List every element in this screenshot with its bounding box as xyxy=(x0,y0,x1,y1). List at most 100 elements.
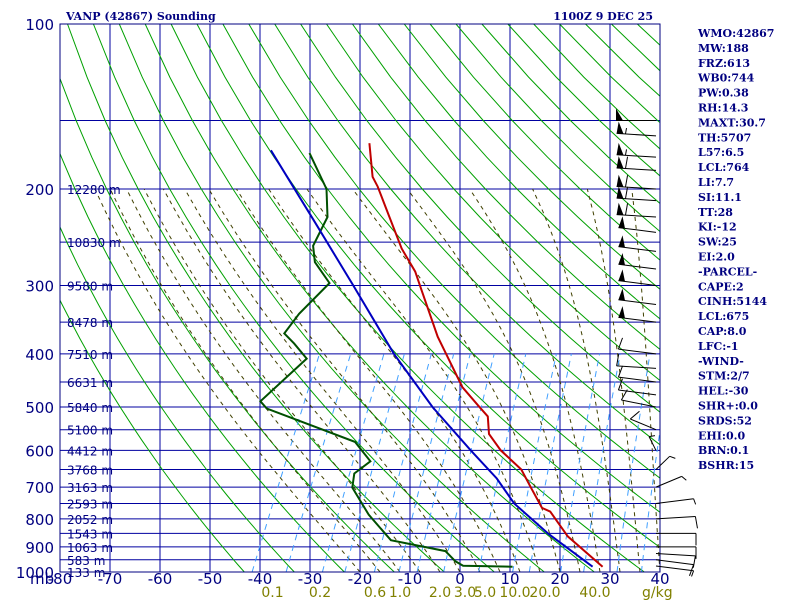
moist-adiabat xyxy=(94,188,361,572)
wind-barb xyxy=(629,410,657,431)
moist-adiabats xyxy=(94,188,660,572)
mixing-ratio-line xyxy=(528,353,572,572)
pressure-tick-label: 200 xyxy=(25,181,54,199)
wind-barb xyxy=(616,108,656,121)
dry-adiabat xyxy=(585,24,660,97)
moist-adiabat xyxy=(268,188,521,572)
height-label: 2593 m xyxy=(67,498,113,512)
wind-barb xyxy=(616,156,657,171)
temperature-tick-label: -10 xyxy=(398,570,423,588)
mixing-ratio-line xyxy=(583,353,621,572)
dry-adiabat xyxy=(300,24,660,413)
pressure-tick-label: 600 xyxy=(25,442,54,460)
index-value: SRDS:52 xyxy=(698,414,752,427)
mixing-ratio-line xyxy=(616,353,651,572)
index-value: SHR+:0.0 xyxy=(698,400,758,413)
index-value: -PARCEL- xyxy=(698,265,757,278)
pressure-tick-label: 500 xyxy=(25,399,54,417)
wind-barb xyxy=(648,435,657,451)
height-labels: 12280 m 10830 m 9580 m 8478 m 7510 m 6631 m 58… xyxy=(67,183,121,580)
moist-adiabat xyxy=(631,188,660,572)
temperature-tick-label: -70 xyxy=(98,570,123,588)
dry-adiabat xyxy=(429,24,660,261)
isotherm-isobar-grid xyxy=(60,24,660,572)
temperature-tick-label: -40 xyxy=(248,570,273,588)
mixing-ratio-line xyxy=(560,353,601,572)
height-label: 4412 m xyxy=(67,444,113,458)
index-value: WB0:744 xyxy=(697,72,755,85)
pressure-tick-label: 400 xyxy=(25,346,54,364)
moist-adiabat xyxy=(162,188,441,572)
dry-adiabat xyxy=(118,24,545,572)
height-label: 6631 m xyxy=(67,376,113,390)
mixing-ratio-label: 10.0 xyxy=(499,585,530,600)
temperature-tick-label: -20 xyxy=(348,570,373,588)
index-value: TH:5707 xyxy=(698,131,751,144)
mixing-ratio-line xyxy=(478,353,527,572)
height-label: 12280 m xyxy=(67,183,121,197)
index-value: MW:188 xyxy=(698,42,749,55)
height-label: 1063 m xyxy=(67,541,113,555)
dry-adiabat xyxy=(67,24,445,572)
moist-adiabat xyxy=(184,188,461,572)
wind-barb xyxy=(655,498,697,505)
index-value: MAXT:30.7 xyxy=(698,116,766,129)
dry-adiabat xyxy=(793,24,800,572)
dry-adiabat xyxy=(60,152,345,572)
index-value: SW:25 xyxy=(698,236,737,249)
profile-series xyxy=(259,143,604,568)
temperature-tick-label: -80 xyxy=(48,570,73,588)
wind-barb xyxy=(616,174,657,190)
wind-barb xyxy=(616,354,657,369)
plot-frame xyxy=(59,23,661,573)
mixing-ratio-label: 5.0 xyxy=(474,585,496,600)
pressure-tick-label: 1000 xyxy=(16,564,54,582)
dry-adiabat xyxy=(248,24,660,479)
wind-barb xyxy=(656,532,697,546)
index-value: -WIND- xyxy=(698,355,744,368)
index-value: PW:0.38 xyxy=(698,87,749,100)
dry-adiabat xyxy=(60,299,245,572)
wind-barb xyxy=(617,337,657,355)
dry-adiabat xyxy=(377,24,660,320)
temperature-tick-label: 20 xyxy=(550,570,569,588)
index-value: CAPE:2 xyxy=(698,280,744,293)
temperature-tick-label: 30 xyxy=(600,570,619,588)
mixing-ratio-line xyxy=(251,353,320,572)
mixing-ratio-line xyxy=(344,353,405,572)
wind-barb xyxy=(616,186,657,202)
height-label: 5840 m xyxy=(67,401,113,415)
wind-barb xyxy=(618,216,657,233)
mixing-ratio-unit-label: g/kg xyxy=(642,585,673,600)
temperature-tick-label: 40 xyxy=(650,570,669,588)
index-value: WMO:42867 xyxy=(697,27,774,40)
wind-barb xyxy=(618,269,657,286)
pressure-tick-label: 900 xyxy=(25,539,54,557)
height-label: 2052 m xyxy=(67,513,113,527)
index-value: STM:2/7 xyxy=(698,370,750,383)
index-value: KI:-12 xyxy=(698,221,737,234)
wind-barb xyxy=(616,121,657,137)
mixing-ratio-label: 0.6 xyxy=(364,585,386,600)
pressure-unit-label: mb xyxy=(30,570,54,588)
wind-barb xyxy=(655,565,695,577)
index-value: SI:11.1 xyxy=(698,191,742,204)
height-label: 9580 m xyxy=(67,279,113,293)
dry-adiabat xyxy=(170,24,645,572)
temperature-profile xyxy=(368,143,604,568)
mixing-ratio-labels: 0.1 0.2 0.6 1.0 2.0 3.05.0 10.020.0 40.0 xyxy=(261,585,610,600)
wind-barb xyxy=(618,235,657,252)
wind-barb xyxy=(616,142,657,158)
index-value: CAP:8.0 xyxy=(698,325,747,338)
index-value: EI:2.0 xyxy=(698,251,735,264)
mixing-ratio-line xyxy=(285,353,352,572)
wind-barb xyxy=(617,365,657,383)
index-value: LCL:764 xyxy=(698,161,750,174)
pressure-tick-labels: 100 200 300 400 500 600 700 800 900 1000 xyxy=(16,16,54,582)
pressure-tick-label: 800 xyxy=(25,511,54,529)
height-label: 583 m xyxy=(67,554,105,568)
pressure-tick-label: 700 xyxy=(25,479,54,497)
wind-barb xyxy=(616,202,657,218)
height-label: 3768 m xyxy=(67,463,113,477)
